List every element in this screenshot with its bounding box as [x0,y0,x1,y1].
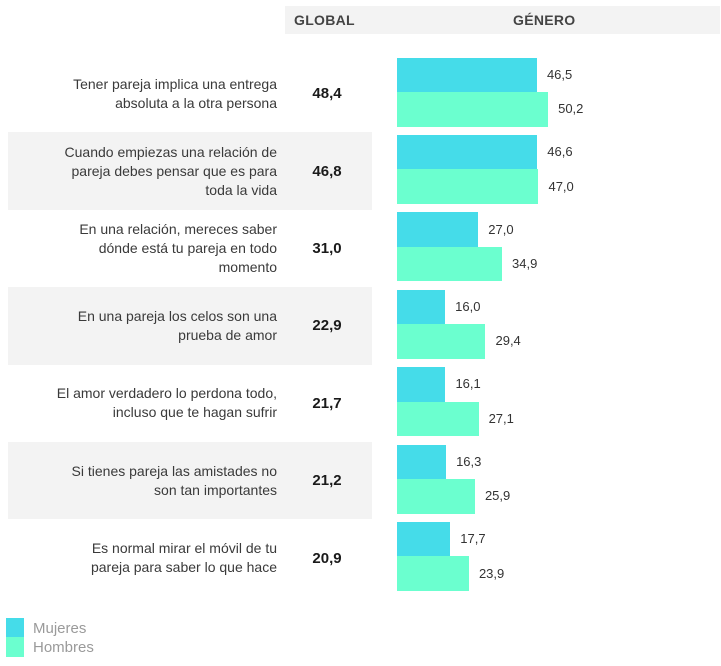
category-label: Es normal mirar el móvil de tu pareja par… [7,519,277,596]
global-value: 22,9 [312,317,342,335]
bar-mujeres [397,57,537,92]
data-label-hombres: 25,9 [484,488,511,504]
legend-swatch-mujeres [6,618,24,637]
category-label-line: En una relación, mereces saber [79,220,277,237]
bar-mujeres [397,289,446,325]
bar-mujeres [397,212,479,247]
category-label: Tener pareja implica una entrega absoluta… [7,55,277,132]
global-value: 46,8 [312,162,342,180]
bar-hombres [397,401,479,437]
bar-hombres [397,556,469,591]
bar-mujeres [397,367,446,402]
global-column-header: GLOBAL [294,12,355,28]
data-label-mujeres: 16,1 [455,376,481,392]
data-label-hombres: 27,1 [488,410,514,426]
bar-mujeres [397,521,451,557]
chart-row: En una pareja los celos son una prueba de… [0,287,721,365]
bar-hombres [397,169,539,204]
chart-row: Es normal mirar el móvil de tu pareja par… [0,519,721,596]
bar-hombres [397,479,475,514]
category-label-line: prueba de amor [178,326,277,343]
category-label: Si tienes pareja las amistades no son tan… [7,442,277,519]
row-background [8,442,372,520]
category-label-line: Es normal mirar el móvil de tu [91,540,277,557]
category-label-line: pareja debes pensar que es para [71,162,277,179]
data-label-hombres: 29,4 [495,333,521,349]
legend-label-hombres: Hombres [33,639,94,656]
category-label-line: El amor verdadero lo perdona todo, [56,385,277,402]
category-label-line: son tan importantes [154,481,277,498]
data-label-mujeres: 17,7 [460,531,486,547]
legend-swatch-hombres [6,637,24,657]
data-label-mujeres: 16,0 [455,298,481,314]
chart-row: El amor verdadero lo perdona todo, inclus… [0,365,721,442]
category-label-line: incluso que te hagan sufrir [112,404,277,421]
chart-row: Si tienes pareja las amistades no son tan… [0,442,721,520]
category-label: En una relación, mereces saber dónde está… [7,210,277,287]
category-label: El amor verdadero lo perdona todo, inclus… [7,365,277,442]
bar-hombres [397,324,486,359]
data-label-mujeres: 46,5 [546,66,573,82]
bar-hombres [397,92,549,127]
data-label-hombres: 50,2 [558,101,584,117]
category-label-line: toda la vida [205,181,277,198]
chart-row: Tener pareja implica una entrega absoluta… [0,55,721,132]
bar-hombres [397,246,503,282]
category-label-line: dónde está tu pareja en todo [98,239,277,256]
global-value: 31,0 [312,239,342,257]
data-label-hombres: 34,9 [512,256,538,272]
header-band [285,6,720,34]
category-label-line: Tener pareja implica una entrega [73,75,277,92]
global-value: 21,2 [312,472,342,490]
data-label-hombres: 47,0 [548,178,574,194]
bar-mujeres [397,134,538,170]
row-background [8,132,372,210]
data-label-mujeres: 46,6 [547,144,573,160]
category-label-line: absoluta a la otra persona [115,94,277,111]
category-label-line: Si tienes pareja las amistades no [71,462,277,479]
gender-column-header: GÉNERO [513,12,576,28]
category-label-line: En una pareja los celos son una [77,307,277,324]
chart-row: Cuando empiezas una relación de pareja de… [0,132,721,210]
category-label-line: momento [218,258,277,275]
category-label: En una pareja los celos son una prueba de… [7,287,277,364]
global-value: 20,9 [312,549,342,567]
global-value: 48,4 [312,85,342,103]
global-value: 21,7 [312,394,342,412]
data-label-hombres: 23,9 [478,565,505,581]
category-label-line: Cuando empiezas una relación de [64,143,277,160]
data-label-mujeres: 16,3 [456,453,482,469]
category-label: Cuando empiezas una relación de pareja de… [7,132,277,209]
category-label-line: pareja para saber lo que hace [90,559,277,576]
chart-row: En una relación, mereces saber dónde está… [0,210,721,287]
legend-label-mujeres: Mujeres [33,620,87,637]
data-label-mujeres: 27,0 [488,221,514,237]
row-background [8,287,372,365]
bar-mujeres [397,444,447,479]
